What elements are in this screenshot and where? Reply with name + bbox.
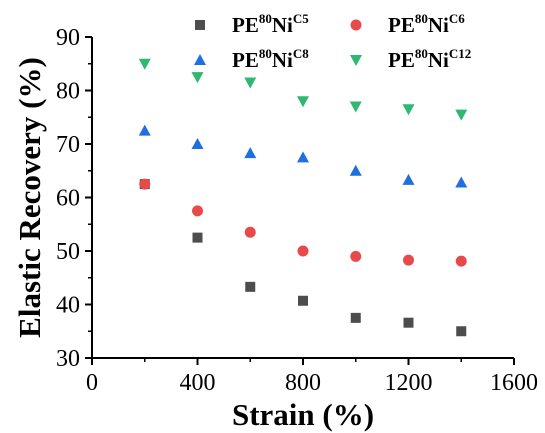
y-tick-label: 40 [56,293,80,319]
data-point [455,109,468,121]
x-tick-label: 0 [86,370,98,396]
data-point [138,124,151,136]
data-point [455,255,467,267]
data-point [191,72,204,84]
data-point [350,250,362,262]
data-point [349,164,362,176]
x-tick-label: 400 [180,370,216,396]
data-point [245,281,256,292]
y-tick-label: 70 [56,132,80,158]
y-tick-label: 50 [56,239,80,265]
data-point [455,176,468,188]
data-point [244,226,256,238]
legend-marker [194,54,206,65]
axes: 0 400 800 1200 1600 30 40 50 60 70 80 90 [56,25,538,396]
legend-label: PE80NiC8 [232,46,309,72]
data-point [298,295,308,306]
data-point [402,173,415,185]
x-axis-title: Strain (%) [232,397,374,432]
data-point [139,178,151,190]
legend-item: PE80NiC12 [350,46,471,72]
data-point [191,138,204,149]
legend-item: PE80NiC5 [195,11,309,37]
series-PE80NiC8 [138,124,468,188]
x-tick-label: 800 [285,370,321,396]
series-PE80NiC5 [139,179,467,337]
legend-label: PE80NiC6 [388,11,465,37]
data-point [456,326,467,337]
legend-item: PE80NiC6 [350,11,465,37]
legend-label: PE80NiC5 [232,11,309,37]
data-point [297,245,309,257]
y-tick-label: 80 [56,79,80,105]
data-point [403,254,414,266]
legend-marker [350,19,362,31]
data-point [192,205,203,217]
x-tick-label: 1600 [490,370,538,396]
y-tick-label: 30 [56,346,80,372]
y-axis-title: Elastic Recovery (%) [12,57,47,338]
legend-label: PE80NiC12 [388,46,471,72]
data-point [403,317,414,328]
legend: PE80NiC5 PE80NiC6 PE80NiC8 PE80NiC12 [194,11,471,72]
y-tick-label: 60 [56,186,80,212]
data-point [192,232,203,243]
data-point [244,147,257,159]
legend-marker [350,55,362,66]
data-point [244,77,257,89]
data-point [138,58,151,70]
x-tick-label: 1200 [385,370,433,396]
legend-marker [195,20,205,30]
y-tick-label: 90 [56,25,80,51]
data-point [297,151,309,163]
data-point [402,104,415,116]
data-point [350,312,361,323]
data-point [297,96,309,108]
data-point [349,101,362,113]
series-PE80NiC6 [139,178,467,267]
data-points [138,58,468,337]
legend-item: PE80NiC8 [194,46,309,72]
series-PE80NiC12 [138,58,468,121]
